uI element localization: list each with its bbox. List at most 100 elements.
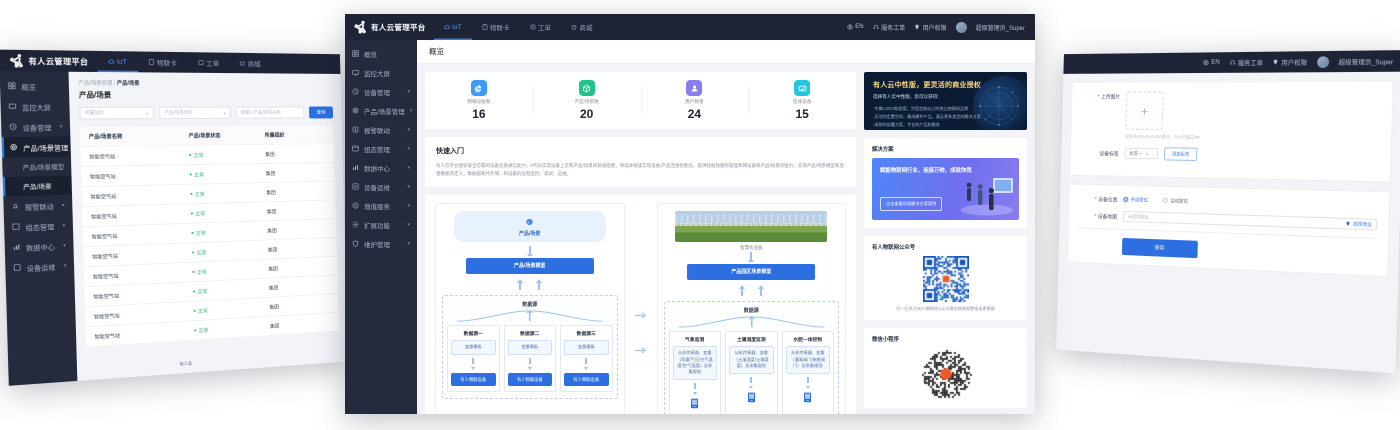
page-title: 概览 bbox=[417, 40, 1035, 64]
radio-manual[interactable]: 手动定位 bbox=[1123, 196, 1148, 203]
sidebar-item-label: 数据中心 bbox=[364, 165, 390, 173]
sidebar-item-7[interactable]: 设备运维 ▾ bbox=[345, 177, 417, 196]
status-text: 正常 bbox=[193, 153, 204, 159]
breadcrumb-parent[interactable]: 产品/场景管理 bbox=[78, 80, 113, 87]
close-icon[interactable]: × bbox=[1146, 151, 1149, 157]
stat-card-0[interactable]: 物联设备数 16 bbox=[425, 80, 533, 120]
sidebar-item-monitor[interactable]: 监控大屏 bbox=[0, 96, 69, 117]
farm-photo bbox=[675, 210, 828, 242]
background-window-right[interactable]: EN 服务工单 用户权限 超级管理员_Super bbox=[1056, 50, 1400, 374]
column-name: 产品/场景名称 bbox=[88, 133, 123, 141]
promo-bullet: ·灵活的定置空间，集成硬件产品，满足更多类型的解决方案 bbox=[873, 113, 981, 119]
map-input[interactable]: 未选择地址 选择地址 bbox=[1122, 210, 1378, 231]
pick-address-button[interactable]: 选择地址 bbox=[1345, 220, 1372, 227]
foreground-window-center[interactable]: 有人云管理平台 IoT 物联卡 工单 商城 bbox=[345, 14, 1035, 414]
tab-shop[interactable]: 商城 bbox=[561, 14, 603, 40]
sidebar-item-alarm[interactable]: 报警联动 ▾ bbox=[3, 195, 72, 217]
promo-banner[interactable]: 有人云中性版，更灵活的商业授权 选择有人云中性版，您可以获得： ·专属LOGO和… bbox=[864, 72, 1027, 130]
product-table: 产品/场景名称 产品/场景状态 所属组织 智能空气站 正常 集团 智能空气站 正常 集团智… bbox=[79, 125, 339, 348]
add-tag-button[interactable]: 添加标签 bbox=[1163, 147, 1198, 161]
arrow-up-icon bbox=[536, 278, 543, 283]
datasource-card-2[interactable]: 水肥一体控制 从机传感器、变量（灌溉阀门/施肥阀门）及采集规则 bbox=[781, 330, 834, 414]
tab-ticket[interactable]: 工单 bbox=[520, 14, 562, 40]
datasource-card-0[interactable]: 气象监测 从机传感器、变量（雨量/气压/空气温度/空气湿度）及采集规则 bbox=[668, 330, 721, 414]
globe-icon bbox=[847, 24, 853, 30]
tab-ticket[interactable]: 工单 bbox=[187, 52, 230, 73]
datasource-card-2[interactable]: 数据源三 变量模板 有人物联设备 bbox=[560, 324, 613, 393]
chevron-down-icon: ▾ bbox=[62, 242, 66, 249]
left-sidebar[interactable]: 概览 监控大屏 设备管理 ▾ 产品/场景管理 ▾ 产品/场景模型 bbox=[0, 71, 78, 386]
sidebar-item-device[interactable]: 设备管理 ▾ bbox=[1, 116, 70, 137]
sidebar-item-ops[interactable]: 设备运维 ▾ bbox=[5, 255, 74, 278]
sidebar-item-9[interactable]: 扩展功能 ▾ bbox=[345, 215, 417, 234]
datasource-card-1[interactable]: 土壤湿度监测 从机传感器、变量（土壤温度/土壤湿度）及采集规则 bbox=[725, 330, 778, 414]
language-switch[interactable]: EN bbox=[847, 24, 864, 30]
user-permission[interactable]: 用户权限 bbox=[914, 23, 947, 32]
user-name[interactable]: 超级管理员_Super bbox=[1338, 56, 1393, 66]
stat-card-3[interactable]: 在线设备 15 bbox=[748, 80, 856, 120]
sidebar-item-3[interactable]: 产品/场景管理 ▾ bbox=[345, 101, 417, 120]
sidebar-item-data[interactable]: 数据中心 ▾ bbox=[4, 235, 73, 258]
stat-card-1[interactable]: 产品/场景数 20 bbox=[532, 80, 641, 120]
language-switch[interactable]: EN bbox=[1203, 59, 1220, 65]
search-placeholder: 请输入产品/场景名称 bbox=[240, 109, 281, 115]
sidebar-item-1[interactable]: 监控大屏 bbox=[345, 63, 417, 82]
datasource-card-1[interactable]: 数据源二 变量模板 有人物联设备 bbox=[503, 324, 556, 393]
service-ticket[interactable]: 服务工单 bbox=[873, 23, 906, 32]
stat-card-2[interactable]: 用户数量 24 bbox=[640, 80, 749, 120]
sidebar-item-0[interactable]: 概览 bbox=[345, 44, 417, 63]
cell-status: 正常 bbox=[193, 322, 270, 334]
sidebar-item-8[interactable]: 增值服务 ▾ bbox=[345, 196, 417, 215]
datasource-card-0[interactable]: 数据源一 变量模板 有人物联设备 bbox=[447, 324, 500, 393]
sidebar-item-2[interactable]: 设备管理 ▾ bbox=[345, 82, 417, 101]
sidebar-subitem-product-model[interactable]: 产品/场景模型 bbox=[2, 157, 71, 177]
sidebar-item-10[interactable]: 维护管理 ▾ bbox=[345, 234, 417, 253]
sidebar-item-scada[interactable]: 组态管理 ▾ bbox=[4, 215, 73, 237]
filter-bar: 所属组织 ▾ 产品/场景状态 ▾ 请输入产品/场景名称 查询 bbox=[69, 106, 341, 127]
tab-simcard[interactable]: 物联卡 bbox=[137, 51, 187, 72]
save-button[interactable]: 保存 bbox=[1121, 237, 1198, 259]
people-illustration bbox=[961, 178, 1013, 216]
stats-row: 物联设备数 16 产品/场景数 20 用户数量 24 在线设备 15 bbox=[425, 72, 856, 129]
upload-image-button[interactable]: + bbox=[1125, 91, 1164, 131]
search-button[interactable]: 查询 bbox=[308, 106, 334, 119]
avatar[interactable] bbox=[955, 21, 967, 33]
solution-button[interactable]: 点击查看优质解决方案案例 bbox=[880, 197, 943, 211]
search-input[interactable]: 请输入产品/场景名称 bbox=[235, 106, 305, 119]
background-window-left[interactable]: 有人云管理平台 IoT 物联卡 工单 商城 bbox=[0, 49, 349, 386]
center-window-content: 概览 物联设备数 16 产品/场景数 20 用户数量 24 在线设备 15 快速入门 有人云平… bbox=[417, 40, 1035, 414]
tab-ticket-label: 工单 bbox=[538, 25, 552, 32]
radio-auto[interactable]: 自动定位 bbox=[1162, 197, 1188, 204]
filter-org-select[interactable]: 所属组织 ▾ bbox=[79, 106, 155, 120]
filter-status-select[interactable]: 产品/场景状态 ▾ bbox=[158, 106, 231, 120]
sidebar-subitem-product-scene[interactable]: 产品/场景 bbox=[2, 175, 73, 197]
tag-select[interactable]: 标签一 × bbox=[1124, 147, 1159, 160]
dashboard-icon bbox=[8, 82, 16, 90]
tag-label: 设备标签 bbox=[1099, 151, 1119, 158]
cell-status: 正常 bbox=[191, 246, 268, 256]
right-window-topbar: EN 服务工单 用户权限 超级管理员_Super bbox=[1063, 50, 1400, 74]
sidebar-item-overview[interactable]: 概览 bbox=[0, 76, 69, 97]
sidebar[interactable]: 概览 监控大屏 设备管理 ▾ 产品/场景管理 ▾ 报警联动 ▾ 组态管理 ▾ 数据中心 ▾ 设备运维 ▾ 增… bbox=[345, 40, 417, 414]
connector bbox=[538, 282, 541, 290]
status-dot-icon bbox=[190, 192, 193, 196]
service-label: 服务工单 bbox=[881, 25, 906, 32]
tab-shop[interactable]: 商城 bbox=[229, 53, 271, 74]
user-permission[interactable]: 用户权限 bbox=[1272, 57, 1307, 67]
user-name-label: 超级管理员_Super bbox=[975, 25, 1025, 32]
sidebar-item-4[interactable]: 报警联动 ▾ bbox=[345, 120, 417, 139]
sidebar-item-product[interactable]: 产品/场景管理 ▾ bbox=[1, 136, 77, 158]
tab-iot[interactable]: IoT bbox=[97, 51, 138, 72]
tab-iot[interactable]: IoT bbox=[434, 14, 472, 40]
avatar[interactable] bbox=[1316, 55, 1329, 68]
network-graphic bbox=[979, 86, 1019, 126]
sidebar-item-6[interactable]: 数据中心 ▾ bbox=[345, 158, 417, 177]
tab-simcard[interactable]: 物联卡 bbox=[472, 14, 520, 40]
plus-icon: + bbox=[1140, 103, 1149, 119]
user-name[interactable]: 超级管理员_Super bbox=[976, 23, 1025, 32]
gear-icon bbox=[10, 143, 18, 151]
sidebar-item-label: 组态管理 bbox=[364, 146, 390, 154]
sidebar-item-5[interactable]: 组态管理 ▾ bbox=[345, 139, 417, 158]
service-ticket[interactable]: 服务工单 bbox=[1229, 58, 1263, 68]
solution-banner[interactable]: 赋能物联网行业，连接万物，成就你我 点击查看优质解决方案案例 bbox=[872, 158, 1019, 220]
